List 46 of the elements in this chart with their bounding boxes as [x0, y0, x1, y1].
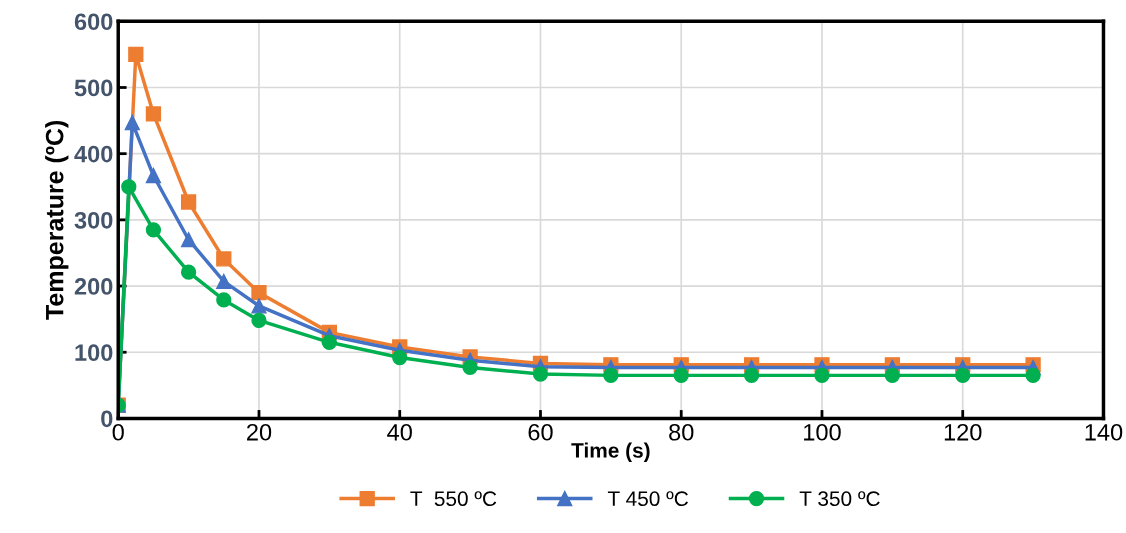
y-tick-label: 600 — [74, 13, 113, 31]
legend-label: T 550 ºC — [410, 491, 497, 507]
y-tick-label: 400 — [74, 145, 113, 163]
point — [1025, 367, 1041, 384]
x-axis-title: Time (s) — [571, 442, 650, 462]
y-axis-title: Temperature (ºC) — [45, 120, 69, 320]
x-tick-label: 40 — [387, 423, 412, 441]
x-tick-label: 60 — [528, 423, 553, 441]
point — [145, 106, 162, 122]
point — [392, 349, 408, 366]
y-tick-label: 100 — [75, 344, 113, 362]
point — [145, 222, 162, 238]
point — [251, 312, 267, 329]
x-tick-label: 20 — [247, 423, 272, 441]
point — [321, 334, 337, 350]
point — [121, 179, 137, 195]
point — [955, 367, 971, 384]
point — [124, 114, 140, 131]
point — [251, 298, 267, 314]
point — [216, 273, 232, 290]
x-tick-label: 80 — [669, 423, 694, 441]
y-tick-label: 300 — [74, 211, 113, 229]
point — [251, 285, 267, 301]
point — [884, 367, 900, 384]
y-tick-label: 200 — [74, 278, 113, 295]
point — [145, 167, 162, 184]
point — [673, 367, 689, 384]
point — [216, 251, 232, 267]
point — [180, 232, 197, 248]
x-tick-label: 140 — [1085, 423, 1123, 441]
legend-label: T 450 ºC — [607, 491, 689, 507]
x-tick-label: 0 — [112, 423, 124, 441]
point — [532, 366, 549, 382]
y-tick-label: 0 — [101, 410, 113, 428]
point — [814, 367, 830, 384]
point — [180, 194, 197, 210]
point — [462, 359, 478, 376]
point — [128, 46, 144, 63]
y-tick-label: 500 — [74, 79, 113, 97]
point — [743, 367, 760, 384]
point — [216, 292, 232, 308]
point — [603, 367, 619, 384]
x-tick-label: 100 — [804, 423, 841, 441]
x-tick-label: 120 — [944, 423, 982, 441]
point — [180, 264, 197, 280]
legend-label: T 350 ºC — [799, 491, 880, 507]
